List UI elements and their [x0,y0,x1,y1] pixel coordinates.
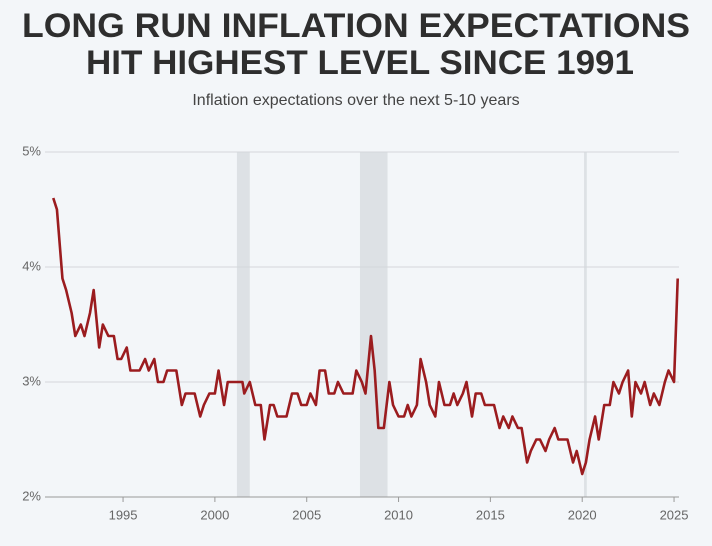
x-tick-label: 2005 [292,507,321,522]
y-tick-label: 3% [22,373,41,388]
x-tick-label: 2025 [660,507,689,522]
recession-band [359,152,388,497]
chart-title: LONG RUN INFLATION EXPECTATIONS [22,7,690,45]
y-tick-label: 5% [22,143,41,158]
x-tick-label: 2015 [476,507,505,522]
chart-title: HIT HIGHEST LEVEL SINCE 1991 [86,44,634,82]
recession-band [584,152,587,497]
x-tick-label: 2000 [200,507,229,522]
x-tick-label: 1995 [109,507,138,522]
x-tick-label: 2020 [568,507,597,522]
y-tick-label: 2% [22,488,41,503]
chart-subtitle: Inflation expectations over the next 5-1… [192,92,519,109]
data-line [52,197,680,476]
x-tick-label: 2010 [384,507,413,522]
y-tick-label: 4% [22,258,41,273]
recession-band [236,152,250,497]
